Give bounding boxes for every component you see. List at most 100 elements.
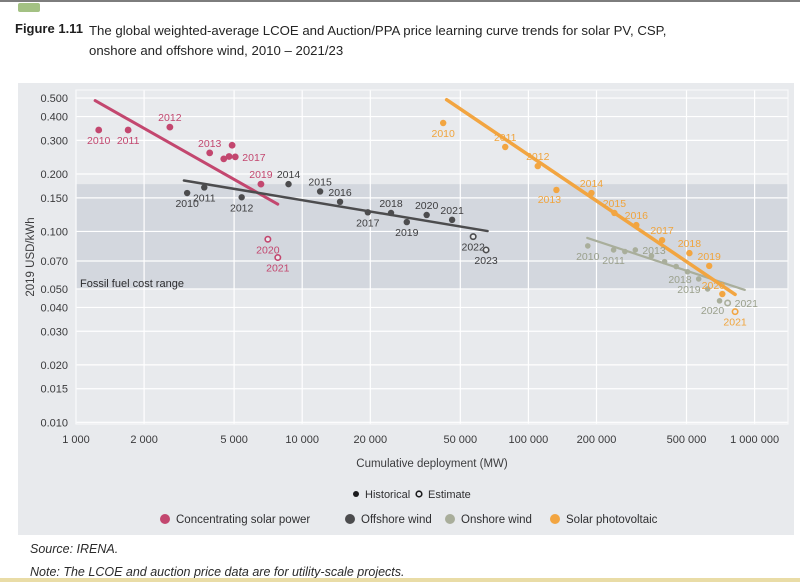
data-point-csp-2019 xyxy=(257,180,265,188)
chart-panel xyxy=(18,83,794,535)
data-point-onshore-2010 xyxy=(584,243,591,249)
y-tick-label: 0.400 xyxy=(40,112,68,124)
data-point-pv-2018 xyxy=(686,249,693,257)
data-point-pv-2011 xyxy=(502,143,509,151)
data-point-csp-2012 xyxy=(166,123,174,131)
point-label-csp-2013: 2013 xyxy=(198,138,222,150)
point-label-onshore-2020: 2020 xyxy=(701,305,725,317)
point-label-csp-2010: 2010 xyxy=(87,135,111,147)
y-tick-label: 0.015 xyxy=(40,384,68,396)
figure-title: The global weighted-average LCOE and Auc… xyxy=(89,21,779,61)
x-tick-label: 10 000 xyxy=(285,434,319,446)
point-label-offshore-2022: 2022 xyxy=(461,242,485,254)
x-tick-label: 20 000 xyxy=(353,434,387,446)
legend-dot-csp-icon xyxy=(160,514,170,524)
figure-number: Figure 1.11 xyxy=(15,21,83,36)
data-point-csp-unlabeled xyxy=(225,153,233,160)
y-axis-title: 2019 USD/kWh xyxy=(25,217,37,296)
point-label-csp-2017: 2017 xyxy=(242,152,266,164)
data-point-onshore-2018 xyxy=(695,276,702,282)
data-point-onshore-2019 xyxy=(704,286,711,292)
point-label-offshore-2021: 2021 xyxy=(440,205,464,217)
y-tick-label: 0.100 xyxy=(40,226,68,238)
data-point-offshore-2021 xyxy=(448,216,456,224)
data-point-csp-unlabeled xyxy=(220,155,228,163)
data-point-onshore-unlabeled xyxy=(673,263,679,270)
point-label-onshore-2011: 2011 xyxy=(602,255,625,267)
point-label-pv-2015: 2015 xyxy=(603,198,627,210)
trend-line-csp xyxy=(93,99,280,206)
x-tick-label: 50 000 xyxy=(443,434,477,446)
data-point-pv-2012 xyxy=(534,162,541,170)
point-label-onshore-2019: 2019 xyxy=(677,284,701,296)
data-point-onshore-unlabeled xyxy=(684,268,691,275)
data-point-pv-2020 xyxy=(719,290,726,298)
data-point-pv-2013 xyxy=(553,186,560,194)
data-point-csp-2013 xyxy=(206,149,214,157)
data-point-pv-2010 xyxy=(439,119,447,127)
point-label-pv-2017: 2017 xyxy=(650,225,674,237)
point-label-pv-2020: 2020 xyxy=(702,280,726,292)
point-label-onshore-2010: 2010 xyxy=(576,251,600,263)
y-tick-label: 0.070 xyxy=(40,256,68,268)
top-border-line xyxy=(0,0,800,2)
data-point-offshore-2016 xyxy=(336,198,344,206)
point-label-offshore-2023: 2023 xyxy=(474,255,498,267)
data-point-pv-2015 xyxy=(611,209,618,217)
data-point-pv-2016 xyxy=(633,221,640,229)
point-label-pv-2018: 2018 xyxy=(678,238,702,250)
point-label-pv-2014: 2014 xyxy=(580,178,604,190)
point-label-offshore-2017: 2017 xyxy=(356,217,380,229)
legend-label-csp: Concentrating solar power xyxy=(176,514,310,526)
point-label-pv-2012: 2012 xyxy=(526,151,550,163)
point-label-pv-2016: 2016 xyxy=(625,210,649,222)
legend-label-onshore: Onshore wind xyxy=(461,514,532,526)
data-point-onshore-2021 xyxy=(724,299,732,307)
data-point-csp-2010 xyxy=(95,126,103,134)
point-label-offshore-2011: 2011 xyxy=(193,192,216,204)
point-label-pv-2021: 2021 xyxy=(723,317,747,329)
data-point-csp-unlabeled xyxy=(228,141,236,149)
point-label-offshore-2016: 2016 xyxy=(328,187,352,199)
data-point-onshore-unlabeled xyxy=(661,258,668,265)
legend-marker-historical-icon xyxy=(353,491,359,497)
point-label-offshore-2020: 2020 xyxy=(415,200,439,212)
point-label-onshore-2021: 2021 xyxy=(735,298,759,310)
point-label-offshore-2012: 2012 xyxy=(230,202,254,214)
note-text: Note: The LCOE and auction price data ar… xyxy=(30,565,405,579)
legend-label-offshore: Offshore wind xyxy=(361,514,432,526)
data-point-offshore-2014 xyxy=(285,180,292,188)
y-tick-label: 0.500 xyxy=(40,93,68,105)
source-text: Source: IRENA. xyxy=(30,542,119,556)
legend-marker-label: Estimate xyxy=(428,489,471,501)
y-tick-label: 0.040 xyxy=(40,302,68,314)
point-label-pv-2011: 2011 xyxy=(494,132,517,144)
data-point-offshore-2011 xyxy=(201,184,208,191)
point-label-offshore-2014: 2014 xyxy=(277,169,301,181)
data-point-onshore-unlabeled xyxy=(648,253,655,259)
x-tick-label: 500 000 xyxy=(667,434,707,446)
data-point-pv-2014 xyxy=(588,189,595,197)
y-tick-label: 0.200 xyxy=(40,169,68,181)
data-point-offshore-2015 xyxy=(316,188,324,195)
legend-marker-estimate-icon xyxy=(415,490,423,498)
point-label-csp-2019: 2019 xyxy=(249,169,273,181)
x-tick-label: 1 000 xyxy=(62,434,90,446)
point-label-csp-2011: 2011 xyxy=(117,135,140,147)
data-point-csp-2021 xyxy=(274,254,282,262)
point-label-offshore-2015: 2015 xyxy=(308,176,332,188)
data-point-offshore-2020 xyxy=(423,211,430,219)
data-point-offshore-2012 xyxy=(238,194,245,201)
x-tick-label: 2 000 xyxy=(130,434,158,446)
data-point-csp-2011 xyxy=(124,126,132,134)
data-point-onshore-2020 xyxy=(716,298,723,304)
figure-title-line1: The global weighted-average LCOE and Auc… xyxy=(89,23,667,38)
point-label-offshore-2010: 2010 xyxy=(175,198,199,210)
point-label-pv-2010: 2010 xyxy=(431,128,455,140)
data-point-csp-2017 xyxy=(231,153,239,161)
point-label-pv-2013: 2013 xyxy=(538,194,562,206)
y-tick-label: 0.300 xyxy=(40,135,68,147)
bottom-border-line xyxy=(0,578,800,582)
